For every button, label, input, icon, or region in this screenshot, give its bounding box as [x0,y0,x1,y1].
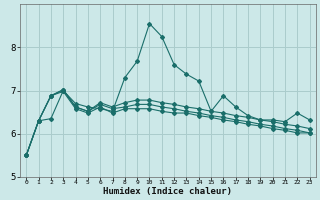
X-axis label: Humidex (Indice chaleur): Humidex (Indice chaleur) [103,187,232,196]
